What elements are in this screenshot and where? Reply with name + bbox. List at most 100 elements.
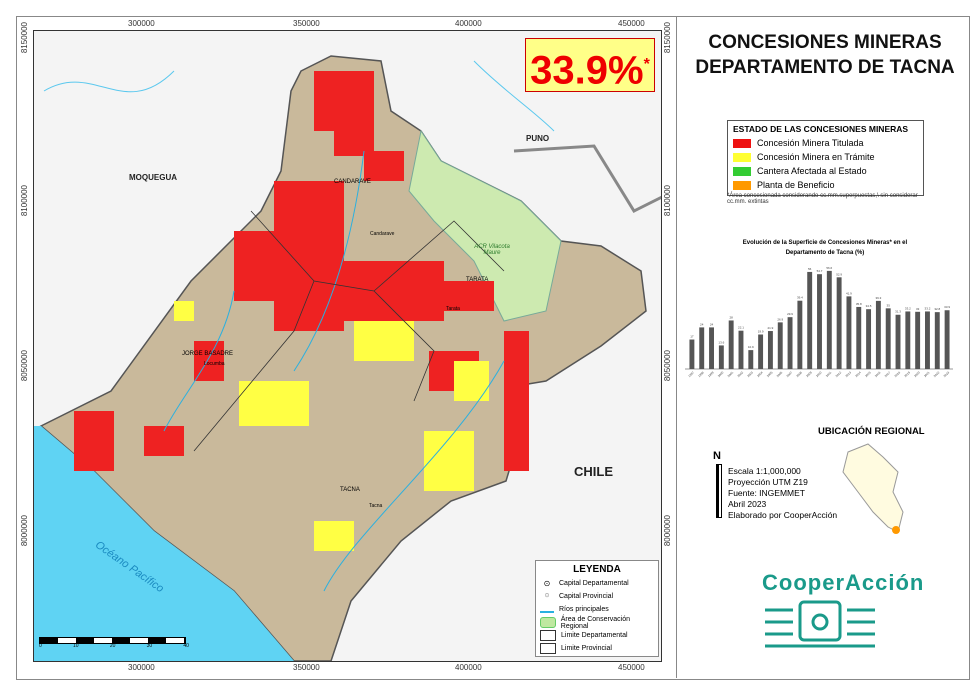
y-coord: 8000000	[663, 515, 672, 547]
acr-icon	[540, 617, 556, 628]
x-tick-label: 2013	[844, 370, 852, 378]
status-heading: ESTADO DE LAS CONCESIONES MINERAS	[733, 124, 909, 134]
data-label: 33.2	[925, 306, 931, 310]
label-jorge-basadre: JORGE BASADRE	[182, 351, 234, 357]
data-label: 26.9	[777, 317, 783, 321]
x-tick-label: 2006	[776, 370, 784, 378]
data-label: 35	[887, 303, 891, 307]
data-label: 29.9	[787, 312, 793, 316]
bar	[925, 311, 930, 369]
scale-bar	[39, 637, 186, 644]
x-coord: 300000	[128, 663, 155, 672]
bar	[817, 274, 822, 369]
scale-tick: 30	[146, 643, 153, 649]
tacna-marker	[892, 526, 900, 534]
bar	[826, 270, 832, 369]
river	[163, 150, 505, 592]
status-footnote: *Área concesionada considerando cc.mm.su…	[727, 193, 918, 205]
x-tick-label: 2018	[894, 370, 902, 378]
data-label: 24	[710, 322, 714, 326]
logo-icon	[765, 600, 875, 648]
quarry-swatch	[733, 166, 751, 176]
x-tick-label: 2003	[746, 370, 754, 378]
bar	[728, 320, 734, 369]
bar	[934, 312, 940, 369]
neighbor-border	[513, 144, 661, 213]
provincial-limit	[193, 210, 505, 452]
label-locumba: Locumba	[204, 361, 225, 367]
y-coord: 8050000	[663, 350, 672, 382]
data-label: 22.1	[738, 326, 744, 330]
x-tick-label: 2019	[903, 370, 911, 378]
label-tacna-city: Tacna	[369, 503, 383, 509]
capital-dept-icon: ⊙	[543, 579, 551, 588]
data-label: 33	[916, 307, 920, 311]
chart-title: Evolución de la Superficie de Concesione…	[742, 240, 908, 256]
x-tick-label: 2023	[943, 370, 951, 378]
bar	[718, 345, 724, 369]
x-tick-label: 2015	[864, 370, 872, 378]
data-label: 10.9	[748, 345, 754, 349]
map-info: Escala 1:1,000,000 Proyección UTM Z19 Fu…	[728, 466, 837, 521]
scale-tick: 40	[183, 643, 189, 649]
legend-item: Capital Provincial	[559, 593, 614, 600]
bar	[866, 309, 872, 369]
percentage-badge: 33.9%*	[525, 38, 655, 92]
x-coord: 300000	[128, 19, 155, 28]
data-label: 34.5	[866, 304, 872, 308]
data-label: 19.9	[758, 330, 764, 334]
map-canvas[interactable]: MOQUEGUA PUNO CHILE CANDARAVE TARATA JOR…	[33, 30, 662, 662]
data-label: 41.9	[846, 291, 852, 295]
data-label: 35.8	[856, 302, 862, 306]
x-tick-label: 2010	[815, 370, 823, 378]
info-author: Elaborado por CooperAcción	[728, 510, 838, 520]
x-tick-label: 2021	[923, 370, 931, 378]
x-coord: 400000	[455, 663, 482, 672]
data-label: 52.9	[836, 272, 842, 276]
legend-item: Ríos principales	[559, 606, 609, 613]
badge-mark: *	[643, 56, 650, 73]
data-label: 13.6	[718, 340, 724, 344]
bar	[777, 322, 783, 369]
x-tick-label: 2014	[854, 370, 862, 378]
label-puno: PUNO	[526, 134, 550, 143]
x-tick-label: 2012	[835, 370, 843, 378]
bar	[748, 350, 754, 369]
status-item: Concesión Minera Titulada	[757, 138, 864, 148]
legend-item: Limite Provincial	[561, 645, 612, 652]
data-label: 33.9	[944, 305, 950, 309]
x-tick-label: 2020	[913, 370, 921, 378]
capital-prov-icon: ⊙	[544, 593, 550, 599]
data-label: 56	[808, 267, 812, 271]
x-tick-label: 2022	[933, 370, 941, 378]
plant-swatch	[733, 180, 751, 190]
status-item: Concesión Minera en Trámite	[757, 152, 875, 162]
concessions-pending	[174, 301, 489, 551]
data-label: 33.2	[905, 306, 911, 310]
info-scale: Escala 1:1,000,000	[728, 466, 801, 476]
x-tick-label: 2000	[717, 370, 725, 378]
x-coord: 400000	[455, 19, 482, 28]
data-label: 31.3	[895, 310, 901, 314]
bar	[797, 300, 803, 369]
status-item: Cantera Afectada al Estado	[757, 166, 867, 176]
data-label: 54.7	[817, 269, 823, 273]
scale-tick: 20	[109, 643, 116, 649]
bar-chart: 17 1997 24 1998 24 1999 13.6 2000 28 2001 22.1 2002…	[685, 266, 953, 378]
map-svg	[34, 55, 661, 661]
info-projection: Proyección UTM Z19	[728, 477, 808, 487]
bar	[699, 327, 705, 369]
bar	[895, 314, 901, 369]
x-coord: 450000	[618, 19, 645, 28]
bar	[738, 330, 744, 369]
info-source: Fuente: INGEMMET	[728, 488, 805, 498]
info-date: Abril 2023	[728, 499, 767, 509]
status-item: Planta de Beneficio	[757, 180, 835, 190]
x-tick-label: 2001	[727, 370, 735, 378]
x-tick-label: 2002	[736, 370, 744, 378]
x-tick-label: 1999	[707, 370, 715, 378]
x-tick-label: 2004	[756, 370, 764, 378]
legend-heading: LEYENDA	[573, 564, 621, 575]
data-label: 24	[700, 322, 704, 326]
x-tick-label: 2007	[786, 370, 794, 378]
